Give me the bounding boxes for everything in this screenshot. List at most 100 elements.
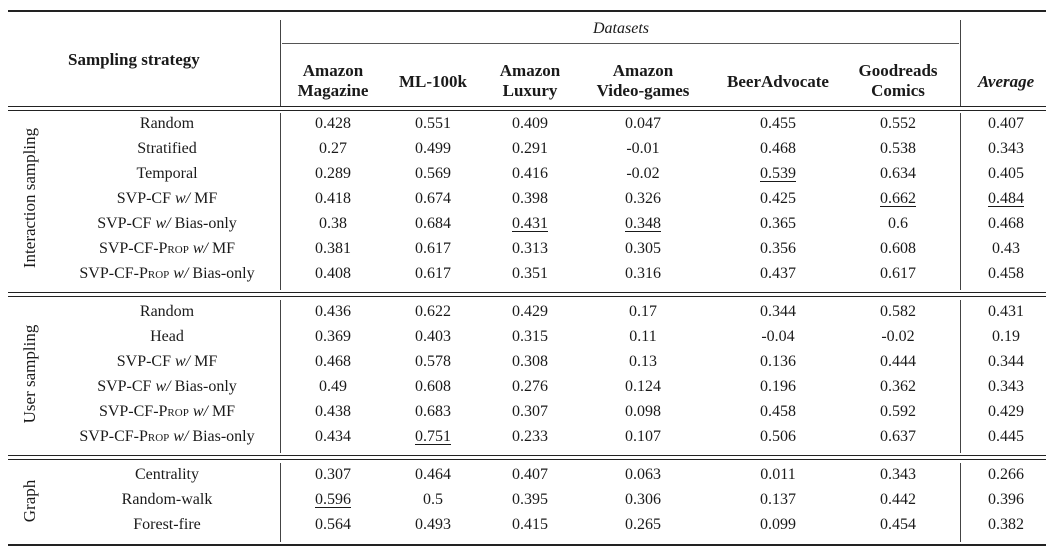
- table-cell: 0.098: [625, 403, 661, 420]
- table-cell: 0.289: [315, 165, 351, 182]
- average-header: Average: [977, 72, 1035, 91]
- table-cell: 0.437: [760, 265, 796, 282]
- table-cell: 0.564: [315, 516, 351, 533]
- row-method-name: SVP-CF-Prop w/ MF: [99, 239, 235, 259]
- method-name-part: SVP-CF-: [79, 428, 139, 445]
- row-method-name: Random-walk: [121, 491, 213, 508]
- table-cell: 0.458: [988, 265, 1024, 282]
- table-cell: -0.01: [626, 140, 660, 157]
- method-name-part: SVP-CF-: [79, 265, 139, 282]
- table-cell: 0.5: [423, 491, 443, 508]
- table-cell: 0.608: [415, 378, 451, 395]
- column-header-3-line1: Amazon: [612, 61, 674, 80]
- table-cell: 0.415: [512, 516, 548, 533]
- table-cell: 0.381: [315, 240, 351, 257]
- average-divider-line-g2: [960, 300, 961, 453]
- table-cell: 0.418: [315, 190, 351, 207]
- method-name-part: SVP-CF-: [98, 240, 159, 257]
- table-cell: 0.438: [315, 403, 351, 420]
- table-cell: 0.407: [988, 115, 1024, 132]
- group-label: Interaction sampling: [20, 127, 39, 269]
- average-divider-line-g1: [960, 113, 961, 290]
- method-name-part: SVP-CF: [116, 353, 175, 370]
- table-cell: 0.316: [625, 265, 661, 282]
- table-cell: 0.276: [512, 378, 548, 395]
- table-cell: 0.458: [760, 403, 796, 420]
- table-cell: 0.429: [988, 403, 1024, 420]
- method-name-part: Bias-only: [170, 378, 237, 395]
- column-header-2-line2: Luxury: [502, 81, 558, 100]
- table-cell: 0.468: [315, 353, 351, 370]
- group-divider-2: [8, 455, 1046, 456]
- method-name-part: w/: [192, 403, 208, 420]
- header-bottom-rule-2: [8, 110, 1046, 111]
- table-cell: 0.344: [988, 353, 1024, 370]
- table-cell: 0.444: [880, 353, 916, 370]
- table-cell: 0.396: [988, 491, 1024, 508]
- table-cell: 0.608: [880, 240, 916, 257]
- table-cell: 0.233: [512, 428, 548, 445]
- table-cell: 0.403: [415, 328, 451, 345]
- table-cell: 0.596: [315, 491, 351, 508]
- method-name-part: Prop: [158, 403, 189, 420]
- row-method-name: Random: [139, 303, 195, 320]
- method-name-part: Bias-only: [170, 215, 237, 232]
- table-cell: 0.551: [415, 115, 451, 132]
- table-cell: 0.662: [880, 190, 916, 207]
- method-name-part: Bias-only: [188, 428, 255, 445]
- method-name-part: w/: [155, 215, 171, 232]
- table-cell: 0.305: [625, 240, 661, 257]
- column-header-2-line1: Amazon: [499, 61, 561, 80]
- method-name-part: MF: [207, 403, 236, 420]
- table-cell: 0.617: [415, 240, 451, 257]
- row-method-name: SVP-CF-Prop w/ Bias-only: [79, 427, 254, 447]
- table-cell: 0.506: [760, 428, 796, 445]
- table-cell: 0.455: [760, 115, 796, 132]
- table-cell: 0.484: [988, 190, 1024, 207]
- table-cell: 0.348: [625, 215, 661, 232]
- left-divider-line-g1: [280, 113, 281, 290]
- group-label: User sampling: [20, 324, 39, 424]
- method-name-part: w/: [155, 378, 171, 395]
- table-cell: -0.02: [626, 165, 660, 182]
- table-cell: 0.405: [988, 165, 1024, 182]
- average-divider-line-g3: [960, 463, 961, 542]
- table-cell: 0.19: [992, 328, 1020, 345]
- table-cell: 0.552: [880, 115, 916, 132]
- left-divider-line-g3: [280, 463, 281, 542]
- method-name-part: Prop: [138, 428, 170, 445]
- left-divider-line: [280, 20, 281, 106]
- table-cell: 0.499: [415, 140, 451, 157]
- table-cell: -0.04: [761, 328, 795, 345]
- table-cell: 0.343: [988, 140, 1024, 157]
- method-name-part: w/: [192, 240, 208, 257]
- table-cell: 0.578: [415, 353, 451, 370]
- table-cell: 0.468: [988, 215, 1024, 232]
- table-cell: 0.343: [988, 378, 1024, 395]
- table-cell: 0.011: [760, 466, 796, 483]
- table-cell: 0.343: [880, 466, 916, 483]
- table-cell: 0.326: [625, 190, 661, 207]
- table-cell: 0.637: [880, 428, 916, 445]
- table-cell: 0.307: [315, 466, 351, 483]
- top-rule: [8, 10, 1046, 12]
- sampling-strategy-header: Sampling strategy: [68, 50, 200, 69]
- table-cell: 0.434: [315, 428, 351, 445]
- table-cell: 0.454: [880, 516, 916, 533]
- row-method-name: Random: [139, 115, 195, 132]
- table-cell: 0.49: [319, 378, 347, 395]
- table-cell: 0.38: [319, 215, 347, 232]
- table-cell: 0.351: [512, 265, 548, 282]
- table-cell: 0.124: [625, 378, 661, 395]
- method-name-part: Prop: [138, 265, 170, 282]
- row-method-name: SVP-CF w/ Bias-only: [97, 377, 237, 397]
- table-cell: 0.17: [629, 303, 657, 320]
- table-cell: -0.02: [881, 328, 915, 345]
- table-cell: 0.291: [512, 140, 548, 157]
- row-method-name: SVP-CF w/ MF: [117, 352, 218, 372]
- table-cell: 0.442: [880, 491, 916, 508]
- table-cell: 0.407: [512, 466, 548, 483]
- table-cell: 0.344: [760, 303, 796, 320]
- table-cell: 0.683: [415, 403, 451, 420]
- method-name-part: w/: [173, 428, 189, 445]
